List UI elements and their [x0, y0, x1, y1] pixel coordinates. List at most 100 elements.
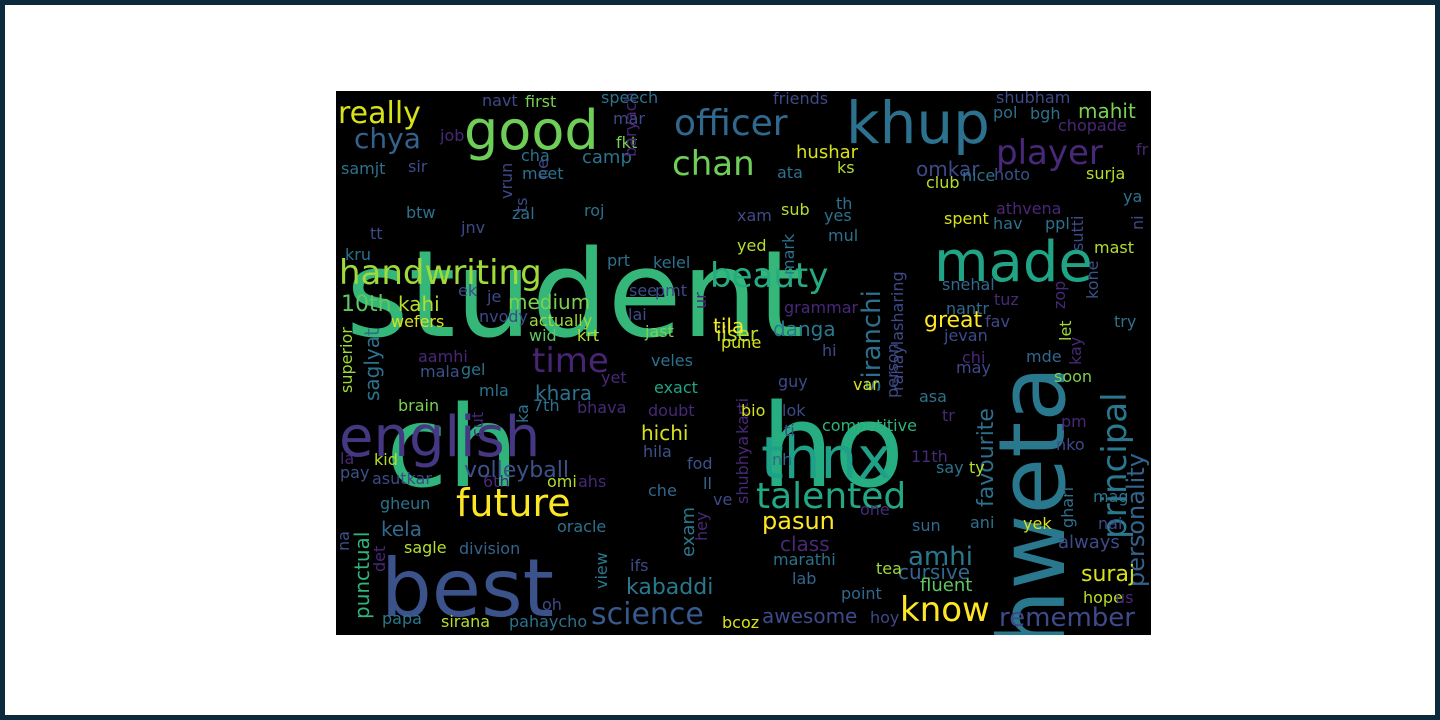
word-ve: ve — [713, 490, 732, 509]
word-ty: ty — [969, 458, 985, 477]
word-sirana: sirana — [441, 612, 490, 631]
word-shubhya: shubhya — [733, 436, 752, 504]
word-zop: zop — [1050, 281, 1069, 309]
word-ata: ata — [777, 163, 803, 182]
word-beauty: beauty — [710, 256, 828, 296]
word-ghari: ghari — [1058, 487, 1077, 528]
word-ts: ts — [512, 197, 531, 212]
word-veles: veles — [651, 351, 693, 370]
word-ifs: ifs — [630, 556, 648, 575]
word-hav: hav — [993, 214, 1022, 233]
word-kru: kru — [345, 245, 371, 264]
word-che: che — [648, 481, 677, 500]
word-see: see — [629, 281, 657, 300]
word-handwriting: handwriting — [339, 253, 542, 293]
word-7th: 7th — [533, 396, 560, 415]
word-actually: actually — [529, 311, 592, 330]
word-medium: medium — [508, 290, 590, 314]
word-fod: fod — [687, 454, 713, 473]
word-baryach: baryach — [621, 92, 640, 157]
word-try: try — [1114, 312, 1136, 331]
word-punctual: punctual — [350, 532, 374, 619]
word-det: det — [370, 546, 389, 572]
word-yet: yet — [601, 368, 627, 387]
word-omkar: omkar — [916, 157, 980, 181]
word-nko: nko — [1056, 435, 1085, 454]
word-cloud-canvas: student ch ho shweta best english thnx made good… — [336, 91, 1150, 635]
word-jnv: jnv — [460, 218, 485, 237]
word-na: na — [336, 531, 353, 551]
word-person: person — [883, 343, 902, 398]
word-wid: wid — [529, 326, 557, 345]
word-11th: 11th — [911, 447, 948, 466]
word-hi: hi — [822, 341, 837, 360]
word-khup: khup — [846, 91, 990, 157]
word-mde: mde — [1026, 347, 1062, 366]
word-ch: ch — [386, 383, 519, 513]
word-10th: 10th — [341, 292, 392, 317]
figure-frame: student ch ho shweta best english thnx made good… — [5, 5, 1435, 715]
word-hushar: hushar — [796, 142, 859, 163]
word-chopade: chopade — [1058, 116, 1127, 135]
word-omi: omi — [547, 472, 577, 491]
word-hoy: hoy — [870, 608, 899, 627]
word-hope: hope — [1083, 588, 1123, 607]
word-cursive: cursive — [898, 560, 970, 584]
word-lai: lai — [628, 305, 647, 324]
word-ks: ks — [837, 158, 855, 177]
word-pay: pay — [340, 463, 369, 482]
word-siranchi: siranchi — [857, 290, 887, 392]
word-bcoz: bcoz — [722, 613, 759, 632]
word-meet: meet — [522, 164, 564, 183]
word-ur: ur — [691, 292, 710, 309]
word-nvody: nvody — [479, 307, 528, 326]
word-prt: prt — [607, 251, 630, 270]
word-competitive: competitive — [822, 416, 917, 435]
word-fluent: fluent — [920, 575, 972, 596]
word-mast: mast — [1094, 238, 1134, 257]
word-mar: mar — [613, 109, 645, 128]
word-time: time — [532, 341, 609, 381]
word-us: us — [1115, 588, 1133, 607]
word-kela: kela — [381, 517, 422, 541]
word-ni: ni — [1128, 215, 1147, 230]
word-may: may — [956, 358, 991, 377]
word-hey: hey — [692, 512, 711, 541]
word-chya: chya — [354, 122, 421, 155]
word-xam: xam — [737, 206, 772, 225]
word-exact: exact — [654, 378, 698, 397]
word-grammar: grammar — [784, 298, 859, 317]
word-6th: 6th — [483, 472, 510, 491]
word-hichi: hichi — [641, 421, 688, 445]
word-speech: speech — [601, 91, 658, 107]
word-gel: gel — [461, 360, 485, 379]
word-gheun: gheun — [380, 494, 430, 513]
word-jevan: jevan — [943, 326, 988, 345]
word-tt: tt — [370, 224, 383, 243]
word-kone: kone — [1083, 261, 1102, 299]
word-navt: navt — [482, 91, 518, 110]
word-chi: chi — [962, 348, 985, 367]
word-english: english — [339, 405, 540, 470]
word-let: let — [1056, 320, 1075, 341]
word-mag: mag — [1093, 487, 1129, 506]
word-personality: personality — [1122, 453, 1150, 587]
word-pm: pm — [1061, 412, 1087, 431]
word-officer: officer — [674, 103, 788, 144]
word-player: player — [996, 133, 1103, 173]
word-hoto: hoto — [994, 165, 1030, 184]
word-tea: tea — [876, 559, 902, 578]
word-fkt: fkt — [616, 133, 637, 152]
word-awesome: awesome — [762, 604, 857, 628]
word-cut: cut — [468, 412, 487, 437]
word-oh: oh — [542, 595, 562, 614]
word-oracle: oracle — [557, 517, 606, 536]
word-shweta: shweta — [979, 365, 1086, 635]
word-ya: ya — [1123, 187, 1142, 206]
word-future: future — [456, 481, 571, 525]
word-asa: asa — [919, 387, 947, 406]
word-roj: roj — [584, 201, 604, 220]
word-yed: yed — [737, 236, 766, 255]
word-exam: exam — [678, 507, 699, 557]
word-jast: jast — [644, 322, 674, 341]
